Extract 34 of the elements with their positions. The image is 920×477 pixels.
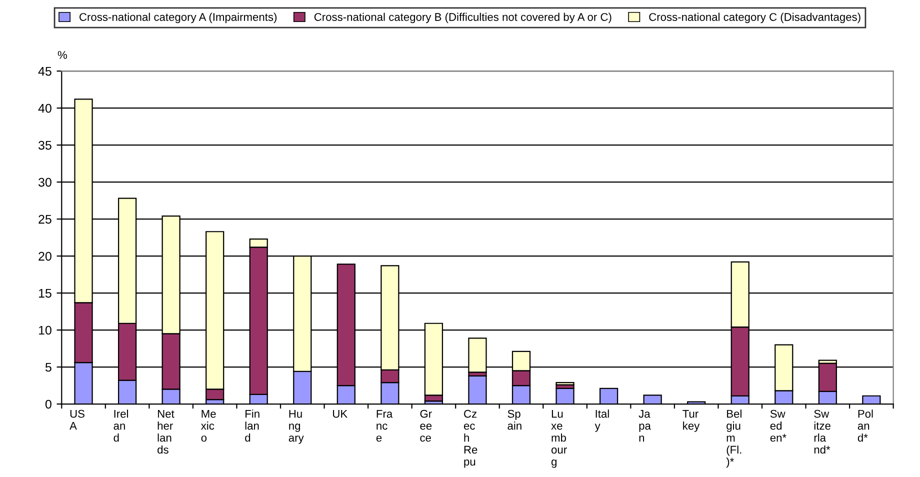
y-tick-label: 30 [38,178,52,187]
y-tick-label: 0 [45,400,52,409]
x-tick-label: Sp ain [508,410,522,430]
x-tick-label: Hu ng ary [288,410,304,444]
x-tick-label: Ja pa n [638,410,651,442]
y-axis-title: % [58,51,67,59]
x-tick-label: Ital y [594,410,609,432]
y-tick-label: 45 [38,67,52,76]
y-tick-label: 20 [38,252,52,261]
x-tick-label: Me xic o [200,410,216,442]
y-tick-label: 5 [45,362,52,372]
y-tick-label: 15 [38,288,52,298]
x-tick-label: Sw ed en* [770,410,786,442]
x-tick-label: Bel giu m (Fl. )* [726,410,742,468]
x-tick-label: Gr ee ce [420,410,432,442]
x-tick-label: Irel an d [114,410,128,442]
x-tick-label: Net her lan ds [158,410,174,454]
x-tick-label: Pol an d* [858,410,873,442]
y-tick-label: 10 [38,326,52,335]
x-tick-label: UK [333,410,348,418]
x-tick-label: Fin lan d [245,410,260,442]
legend-label: Cross-national category C (Disadvantages) [649,12,860,24]
x-tick-label: Sw itze rla nd* [814,410,830,454]
x-tick-label: Tur key [682,410,700,432]
legend-label: Cross-national category B (Difficulties not covered by A or C) [314,12,612,24]
y-tick-label: 40 [38,104,52,113]
y-tick-label: 35 [38,140,52,150]
legend-label: Cross-national category A (Impairments) [80,12,277,24]
x-tick-label: Cz ec h Re pu [464,410,478,468]
x-tick-label: Lu xe mb our g [551,410,567,468]
y-tick-label: 25 [38,214,52,224]
x-tick-label: US A [70,410,84,430]
bar [556,382,574,386]
x-tick-label: Fra nc e [376,410,393,442]
